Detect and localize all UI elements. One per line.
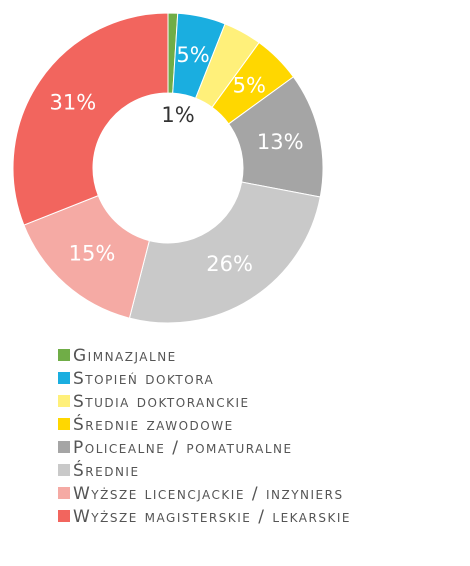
legend-label: Studia doktoranckie	[73, 392, 250, 412]
data-label: 5%	[233, 74, 266, 98]
data-label: 31%	[50, 90, 97, 114]
data-label: 5%	[176, 43, 209, 67]
legend-swatch	[58, 372, 70, 384]
legend-swatch	[58, 349, 70, 361]
data-label: 13%	[257, 130, 304, 154]
data-label: 15%	[69, 241, 116, 265]
legend-swatch	[58, 395, 70, 407]
legend-swatch	[58, 464, 70, 476]
legend-label: Policealne / pomaturalne	[73, 438, 293, 458]
legend-label: Wyższe magisterskie / lekarskie	[73, 507, 351, 527]
data-label: 26%	[206, 252, 253, 276]
legend-swatch	[58, 441, 70, 453]
legend-swatch	[58, 487, 70, 499]
legend-label: Średnie	[73, 459, 140, 481]
legend-swatch	[58, 510, 70, 522]
legend-label: Średnie zawodowe	[73, 413, 234, 435]
donut-slice	[12, 12, 169, 226]
legend-swatch	[58, 418, 70, 430]
donut-slice	[128, 181, 321, 324]
legend-label: Stopień doktora	[73, 369, 214, 389]
legend-label: Wyższe licencjackie / inzyniers	[73, 484, 344, 504]
donut-slice	[23, 194, 150, 319]
legend-label: Gimnazjalne	[73, 346, 177, 366]
data-label: 1%	[161, 103, 194, 127]
